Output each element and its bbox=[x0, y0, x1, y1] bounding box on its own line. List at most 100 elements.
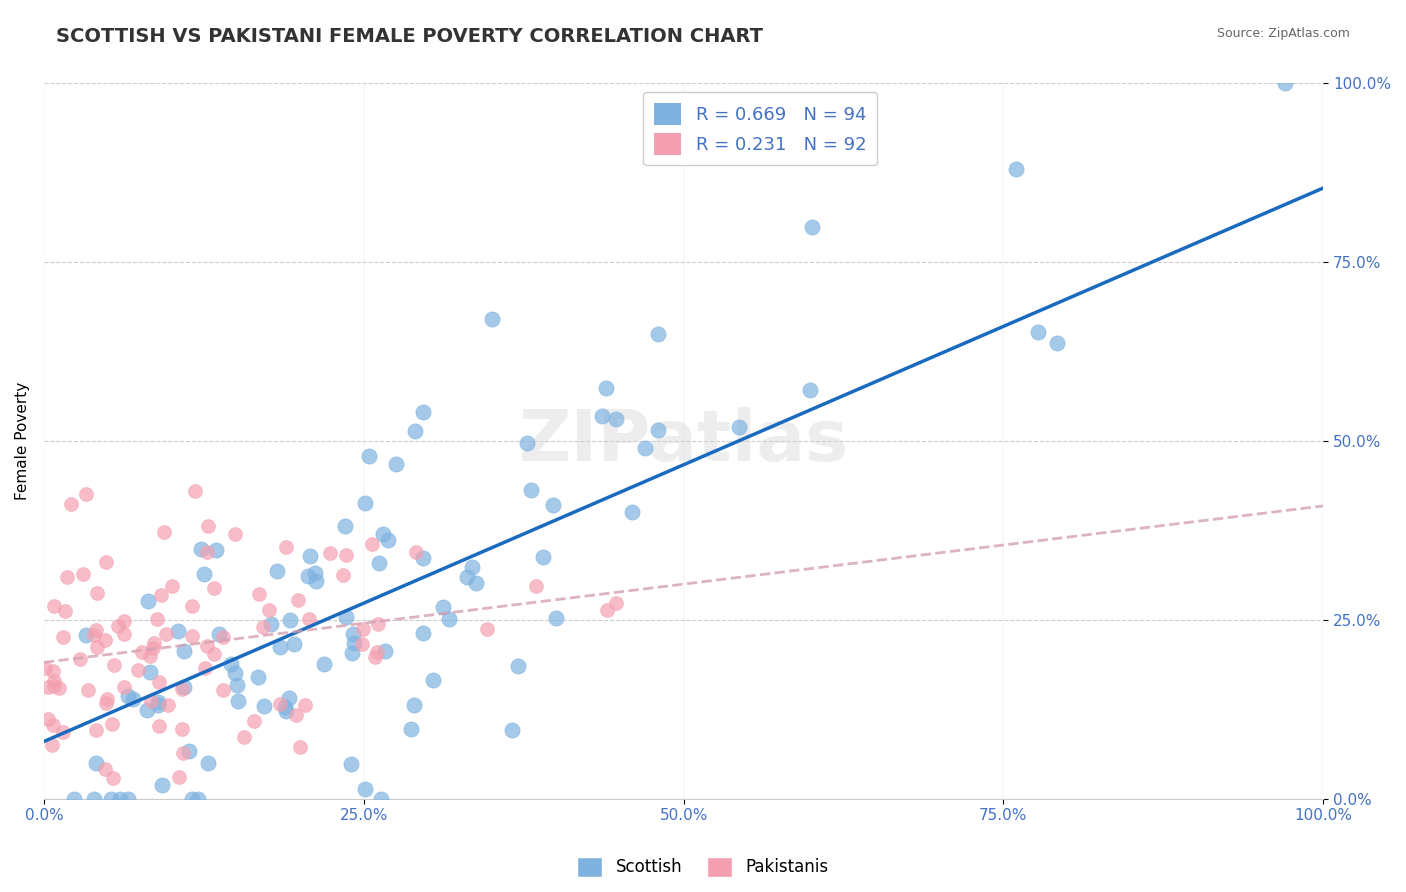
Point bbox=[195, 639, 218, 653]
Point bbox=[384, 457, 406, 471]
Point bbox=[146, 612, 169, 626]
Point bbox=[278, 690, 301, 705]
Point bbox=[139, 694, 162, 708]
Point bbox=[605, 597, 627, 611]
Point bbox=[350, 637, 373, 651]
Point bbox=[173, 643, 195, 657]
Point bbox=[139, 665, 162, 680]
Point bbox=[41, 717, 63, 731]
Point bbox=[343, 636, 366, 650]
Point bbox=[402, 698, 425, 713]
Point bbox=[69, 652, 91, 666]
Point bbox=[294, 698, 316, 712]
Point bbox=[305, 574, 328, 589]
Point bbox=[160, 579, 183, 593]
Point bbox=[342, 627, 364, 641]
Point bbox=[84, 723, 107, 737]
Y-axis label: Female Poverty: Female Poverty bbox=[15, 382, 30, 500]
Point bbox=[340, 646, 363, 660]
Point bbox=[52, 630, 75, 644]
Point bbox=[233, 730, 256, 744]
Point bbox=[37, 680, 59, 694]
Point bbox=[243, 714, 266, 728]
Point bbox=[181, 599, 204, 613]
Legend: R = 0.669   N = 94, R = 0.231   N = 92: R = 0.669 N = 94, R = 0.231 N = 92 bbox=[644, 93, 877, 165]
Point bbox=[167, 770, 190, 784]
Point bbox=[86, 640, 108, 655]
Point bbox=[283, 637, 305, 651]
Point bbox=[595, 603, 617, 617]
Point bbox=[112, 680, 135, 694]
Point bbox=[107, 619, 129, 633]
Point bbox=[432, 600, 454, 615]
Point bbox=[591, 409, 613, 423]
Point bbox=[83, 628, 105, 642]
Point bbox=[142, 640, 165, 655]
Point bbox=[172, 746, 194, 760]
Point bbox=[399, 722, 422, 736]
Point bbox=[56, 569, 79, 583]
Point bbox=[354, 781, 377, 796]
Point bbox=[108, 791, 131, 805]
Point bbox=[42, 665, 65, 679]
Point bbox=[142, 636, 165, 650]
Point bbox=[150, 588, 173, 602]
Point bbox=[274, 704, 297, 718]
Point bbox=[179, 744, 201, 758]
Point bbox=[225, 678, 247, 692]
Point bbox=[1005, 162, 1028, 177]
Point bbox=[481, 312, 503, 326]
Point bbox=[202, 647, 225, 661]
Point bbox=[181, 629, 204, 643]
Point bbox=[247, 587, 270, 601]
Point bbox=[634, 441, 657, 455]
Point bbox=[180, 791, 202, 805]
Point bbox=[370, 791, 392, 805]
Point bbox=[727, 420, 749, 434]
Point bbox=[647, 423, 669, 437]
Point bbox=[157, 698, 180, 713]
Point bbox=[340, 756, 363, 771]
Point bbox=[319, 546, 342, 560]
Point bbox=[136, 703, 159, 717]
Point bbox=[475, 622, 498, 636]
Point bbox=[122, 692, 145, 706]
Point bbox=[298, 612, 321, 626]
Point bbox=[190, 542, 212, 557]
Point bbox=[173, 680, 195, 694]
Point bbox=[94, 633, 117, 648]
Point bbox=[172, 681, 194, 696]
Point bbox=[367, 616, 389, 631]
Point bbox=[153, 524, 176, 539]
Point bbox=[287, 592, 309, 607]
Point bbox=[357, 449, 380, 463]
Point bbox=[647, 326, 669, 341]
Point bbox=[44, 599, 66, 613]
Point bbox=[193, 567, 215, 582]
Point bbox=[195, 545, 218, 559]
Point bbox=[252, 699, 274, 714]
Point bbox=[524, 578, 547, 592]
Point bbox=[94, 762, 117, 776]
Point bbox=[62, 791, 84, 805]
Point bbox=[506, 659, 529, 673]
Point bbox=[138, 648, 160, 663]
Point bbox=[252, 620, 274, 634]
Point bbox=[373, 527, 395, 541]
Point bbox=[146, 698, 169, 712]
Point bbox=[377, 533, 399, 547]
Point bbox=[546, 611, 568, 625]
Point bbox=[361, 537, 384, 551]
Point bbox=[219, 657, 242, 672]
Point bbox=[34, 661, 56, 675]
Point bbox=[285, 708, 308, 723]
Point bbox=[202, 581, 225, 595]
Point bbox=[799, 383, 821, 397]
Point bbox=[274, 541, 297, 555]
Point bbox=[405, 545, 427, 559]
Point bbox=[605, 412, 627, 426]
Point bbox=[374, 643, 396, 657]
Point bbox=[531, 549, 554, 564]
Point bbox=[42, 674, 65, 689]
Point bbox=[595, 381, 617, 395]
